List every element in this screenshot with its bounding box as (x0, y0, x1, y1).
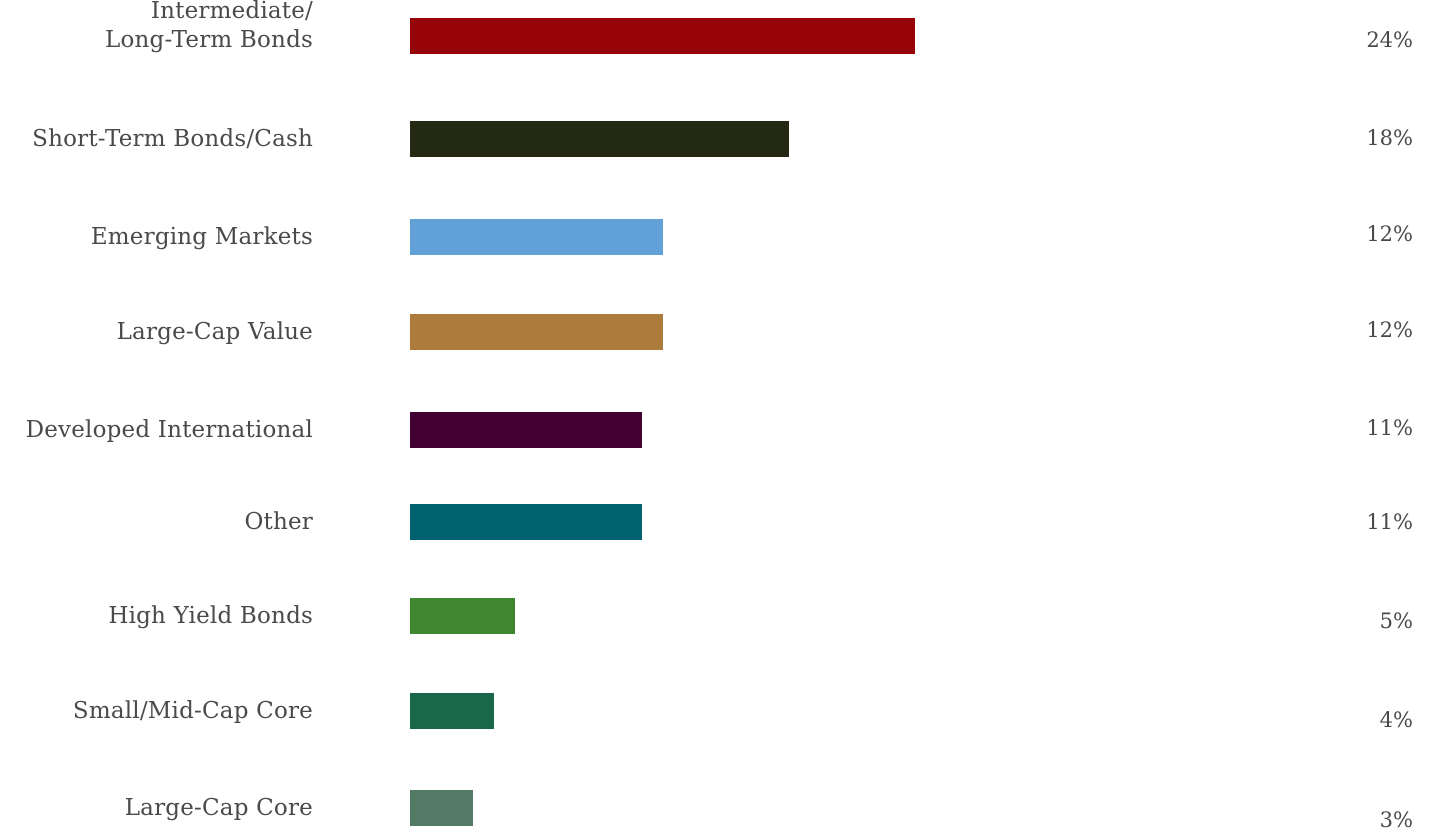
bar-row: Emerging Markets 12% (0, 219, 1435, 255)
bar-row: Large-Cap Core 3% (0, 790, 1435, 832)
value-label: 11% (1366, 510, 1413, 534)
category-label: Developed International (25, 416, 313, 443)
value-label: 12% (1366, 222, 1413, 246)
bar-row: Developed International 11% (0, 412, 1435, 448)
value-label: 12% (1366, 318, 1413, 342)
value-label: 3% (1379, 808, 1413, 832)
category-label: Intermediate/Long-Term Bonds (105, 0, 313, 53)
bar-row: Intermediate/Long-Term Bonds 24% (0, 0, 1435, 54)
category-label: Emerging Markets (90, 223, 313, 250)
category-label: Large-Cap Value (116, 318, 313, 345)
bar (410, 790, 473, 826)
bar (410, 693, 494, 729)
category-label: High Yield Bonds (108, 602, 313, 629)
bar-row: Short-Term Bonds/Cash 18% (0, 121, 1435, 157)
category-label: Small/Mid-Cap Core (72, 697, 313, 724)
bar-row: Small/Mid-Cap Core 4% (0, 693, 1435, 732)
bar (410, 219, 663, 255)
value-label: 5% (1379, 609, 1413, 633)
value-label: 11% (1366, 416, 1413, 440)
bar (410, 121, 789, 157)
category-label: Large-Cap Core (124, 794, 313, 821)
bar-row: Large-Cap Value 12% (0, 314, 1435, 350)
category-label: Other (244, 508, 313, 535)
bar (410, 412, 642, 448)
bar (410, 18, 915, 54)
value-label: 4% (1379, 708, 1413, 732)
bar (410, 314, 663, 350)
bar (410, 504, 642, 540)
bar-row: High Yield Bonds 5% (0, 598, 1435, 634)
category-label: Short-Term Bonds/Cash (32, 125, 313, 152)
bar (410, 598, 515, 634)
value-label: 24% (1366, 28, 1413, 52)
bar-row: Other 11% (0, 504, 1435, 540)
value-label: 18% (1366, 126, 1413, 150)
